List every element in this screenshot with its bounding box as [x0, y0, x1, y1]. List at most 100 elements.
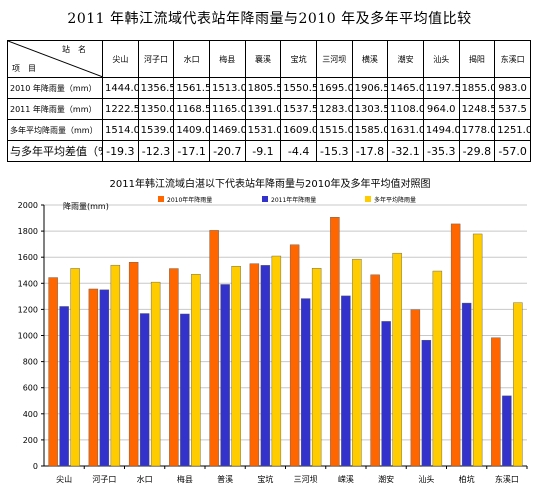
value-cell: -9.1	[244, 140, 282, 162]
bar	[180, 313, 190, 467]
value-cell: 1695.0	[315, 77, 353, 99]
station-header-cell: 三河坝	[315, 40, 353, 78]
y-tick-label: 1200	[18, 305, 38, 314]
station-header-cell: 横溪	[351, 40, 389, 78]
value-cell: 537.5	[494, 98, 531, 120]
value-cell: -17.1	[173, 140, 210, 162]
value-cell: 1539.0	[137, 119, 175, 141]
y-tick-label: 800	[23, 358, 38, 367]
bar	[249, 263, 260, 467]
legend-swatch	[262, 196, 268, 202]
rainfall-bar-chart: 2011年韩江流域白湛以下代表站年降雨量与2010年及多年平均值对照图 2010年…	[18, 177, 528, 484]
y-tick-label: 1600	[18, 253, 38, 262]
y-tick-label: 1000	[18, 332, 38, 341]
value-cell: -20.7	[208, 140, 246, 162]
bar	[352, 258, 362, 467]
bar	[370, 274, 380, 467]
value-cell: 1537.5	[280, 98, 317, 120]
bar	[432, 270, 443, 467]
y-tick-label: 200	[23, 436, 38, 445]
bar	[381, 321, 391, 467]
x-tick-label: 潮安	[378, 474, 394, 484]
value-cell: -57.0	[494, 140, 531, 162]
x-tick-label: 三河坝	[294, 474, 318, 484]
bar	[502, 395, 512, 467]
value-cell: 1248.5	[458, 98, 496, 120]
value-cell: 1855.0	[458, 77, 496, 99]
y-axis-label: 降雨量(mm)	[63, 201, 109, 211]
bar	[450, 223, 461, 467]
x-tick-label: 宝坑	[257, 474, 273, 484]
table-row: 2010 年降雨量（mm） 1444.0 1356.5 1561.5 1513.0 180…	[7, 77, 531, 99]
x-tick-label: 水口	[137, 474, 153, 484]
station-header-cell: 汕头	[422, 40, 460, 78]
station-header-cell: 宝坑	[280, 40, 317, 78]
page-title: 2011 年韩江流域代表站年降雨量与2010 年及多年平均值比较	[67, 11, 472, 27]
value-cell: -32.1	[387, 140, 424, 162]
corner-diagonal	[8, 41, 102, 77]
value-cell: -12.3	[137, 140, 175, 162]
y-tick-label: 0	[33, 462, 38, 471]
y-tick-label: 400	[23, 410, 38, 419]
bar	[330, 217, 340, 467]
value-cell: 1561.5	[173, 77, 210, 99]
x-tick-label: 普溪	[217, 474, 233, 484]
rainfall-table: 站 名项 目尖山 河子口 水口 梅县 襄溪 宝坑 三河坝 横溪 潮安 汕头 揭阳 东溪口 2010 年降…	[7, 40, 531, 162]
station-header-cell: 揭阳	[458, 40, 496, 78]
bar	[410, 309, 421, 467]
bar	[169, 268, 179, 467]
y-tick-label: 1800	[18, 227, 38, 236]
station-header-cell: 襄溪	[244, 40, 282, 78]
row-label-cell: 2010 年降雨量（mm）	[7, 77, 103, 99]
value-cell: -17.8	[351, 140, 389, 162]
bar	[231, 266, 241, 467]
bar	[472, 233, 483, 467]
value-cell: 964.0	[422, 98, 460, 120]
bar	[513, 302, 523, 467]
value-cell: 1222.5	[102, 98, 139, 120]
bar	[191, 274, 201, 467]
bar	[220, 284, 230, 467]
value-cell: 1513.0	[208, 77, 246, 99]
station-header-cell: 河子口	[137, 40, 175, 78]
value-cell: 1585.0	[351, 119, 389, 141]
value-cell: 1514.0	[102, 119, 139, 141]
value-cell: 1444.0	[102, 77, 139, 99]
bar	[341, 295, 351, 467]
value-cell: 983.0	[494, 77, 531, 99]
x-tick-label: 梅县	[177, 474, 193, 484]
value-cell: 1303.5	[351, 98, 389, 120]
x-tick-label: 河子口	[92, 474, 116, 484]
table-header-row: 站 名项 目尖山 河子口 水口 梅县 襄溪 宝坑 三河坝 横溪 潮安 汕头 揭阳 东溪口	[7, 40, 531, 78]
value-cell: 1515.0	[315, 119, 353, 141]
value-cell: 1350.0	[137, 98, 175, 120]
value-cell: 1356.5	[137, 77, 175, 99]
bar	[88, 288, 99, 467]
table-row: 与多年平均差值（%）-19.3-12.3-17.1-20.7-9.1-4.4-1…	[7, 140, 531, 162]
row-label-cell: 2011 年降雨量（mm）	[7, 98, 103, 120]
y-tick-label: 600	[23, 384, 38, 393]
bar	[59, 306, 69, 467]
bar	[99, 289, 110, 467]
x-tick-label: 尖山	[56, 474, 72, 484]
value-cell: 1494.0	[422, 119, 460, 141]
value-cell: 1251.0	[494, 119, 531, 141]
bar	[421, 339, 432, 467]
station-header-cell: 梅县	[208, 40, 246, 78]
value-cell: 1409.0	[173, 119, 210, 141]
legend-label: 多年平均降雨量	[374, 196, 416, 204]
bar	[491, 337, 501, 467]
bar	[110, 264, 121, 467]
value-cell: 1531.0	[244, 119, 282, 141]
value-cell: 1550.5	[280, 77, 317, 99]
bar	[289, 244, 300, 467]
value-cell: -35.3	[422, 140, 460, 162]
value-cell: -4.4	[280, 140, 317, 162]
table-row: 2011 年降雨量（mm） 1222.5 1350.0 1168.5 1165.0 139…	[7, 98, 531, 120]
y-tick-label: 2000	[18, 201, 38, 210]
bar	[300, 298, 311, 467]
bar	[461, 302, 472, 467]
value-cell: 1283.0	[315, 98, 353, 120]
value-cell: 1165.0	[208, 98, 246, 120]
corner-label-station: 站 名	[62, 45, 86, 54]
